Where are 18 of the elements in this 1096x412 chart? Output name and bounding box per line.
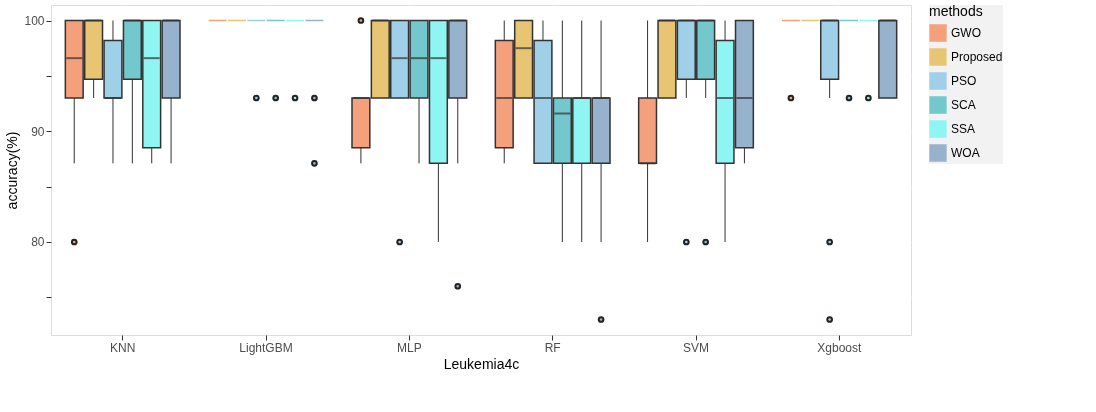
legend-label: GWO — [951, 26, 981, 40]
x-tick-label: KNN — [109, 340, 136, 355]
x-axis-title: Leukemia4c — [443, 355, 520, 372]
x-tick-label: LightGBM — [239, 340, 293, 355]
x-tick-label: Xgboost — [817, 340, 863, 355]
legend-label: Proposed — [951, 50, 1003, 64]
y-tick-label: 90 — [31, 124, 45, 139]
x-tick-label: SVM — [682, 340, 710, 355]
legend-label: WOA — [951, 146, 980, 160]
x-tick-label: RF — [544, 340, 561, 355]
x-tick-label: MLP — [396, 340, 422, 355]
y-tick-label: 100 — [24, 14, 45, 28]
legend-label: PSO — [951, 74, 977, 88]
legend-title: methods — [929, 3, 983, 19]
y-axis-title: accuracy(%) — [4, 131, 21, 210]
legend-label: SSA — [951, 122, 976, 136]
legend-label: SCA — [951, 98, 976, 112]
y-tick-label: 80 — [31, 235, 45, 250]
